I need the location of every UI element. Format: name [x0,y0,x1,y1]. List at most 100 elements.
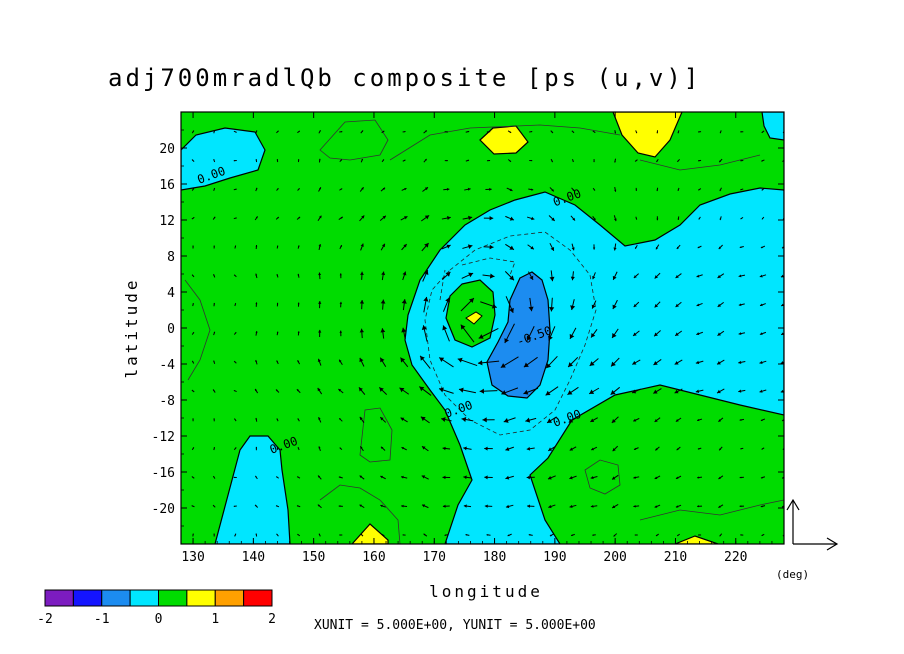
wind-vector-head [759,274,763,278]
plot-area: 0.000.000.000.000.00-0.50 [181,112,784,544]
wind-vector-head [446,187,450,191]
wind-vector-head [656,218,659,221]
wind-vector-head [529,275,534,280]
wind-vector-head [358,387,363,392]
wind-vector-head [761,218,764,220]
x-tick-label: 160 [362,550,385,565]
wind-vector-head [717,361,721,365]
wind-vector-head [255,504,257,507]
wind-vector-head [676,246,680,249]
wind-vector-head [677,534,679,536]
wind-vector-head [635,189,637,191]
wind-vector-head [569,476,573,480]
wind-vector-head [404,131,406,133]
wind-vector-head [235,188,237,190]
wind-vector-head [697,476,700,479]
wind-vector-head [740,217,742,220]
wind-vector-head [760,419,763,421]
cyan-region-ne-corner [761,112,784,141]
wind-vector-head [213,418,215,420]
wind-vector-head [361,130,364,133]
wind-vector-head [380,504,383,508]
positive-contour-north [319,119,761,171]
wind-vector-head [277,130,279,133]
wind-vector-head [548,335,553,341]
wind-vector-head [469,298,474,304]
wind-vector-head [381,243,385,248]
wind-vector-head [656,160,658,162]
wind-vector-head [276,245,279,247]
wind-vector-head [592,247,596,250]
wind-vector-head [234,303,237,305]
wind-vector-head [781,332,784,336]
wind-vector-head [614,218,617,222]
wind-vector-head [547,418,553,423]
wind-vector-head [591,447,595,451]
wind-vector-head [674,389,679,394]
wind-vector-head [457,357,463,363]
wind-vector-head [675,303,679,307]
wind-vector-head [359,328,364,333]
wind-vector-head [446,159,448,162]
wind-vector-head [446,244,451,249]
wind-vector-head [740,131,742,133]
wind-vector-head [489,273,495,279]
y-tick-label: 12 [159,214,175,229]
wind-vector-head [234,245,237,247]
wind-vector-head [468,272,474,278]
wind-vector-head [192,418,194,420]
wind-vector-head [213,130,215,132]
wind-vector-head [255,360,258,363]
wind-vector-head [192,188,194,190]
wind-vector-field [191,130,784,537]
wind-vector-head [719,131,722,134]
wind-vector-head [505,475,510,480]
wind-vector-head [572,189,575,192]
wind-vector-head [297,273,300,276]
wind-vector-head [467,187,471,191]
x-tick-label: 170 [423,550,446,565]
wind-vector-head [276,533,278,536]
wind-vector-head [739,418,742,421]
wind-vector-head [719,448,722,451]
wind-vector-head [234,535,236,537]
wind-vector-head [549,534,552,537]
wind-vector-head [654,476,658,479]
wind-vector-head [318,533,321,535]
wind-vector-head [213,216,216,219]
wind-vector-head [634,447,637,450]
wind-vector-head [276,476,278,478]
wind-vector-head [467,159,470,162]
wind-vector-head [213,159,215,161]
wind-vector-head [380,328,386,333]
wind-vector-head [489,187,492,191]
colorbar-swatch [243,589,273,607]
wind-vector-head [338,505,341,508]
positive-contour-west [184,279,211,381]
wind-vector-head [740,448,742,450]
cyan-region-sw [214,435,291,544]
y-tick-label: -16 [152,466,175,481]
wind-vector-head [318,301,322,304]
cyan-region-nw [181,127,266,191]
wind-vector-head [233,390,236,392]
colorbar-swatch [44,589,74,607]
wind-vector-head [489,216,494,221]
dashed-negative-contour [424,231,597,436]
wind-vector-head [526,335,532,341]
wind-vector-head [318,446,321,449]
wind-vector-head [592,534,594,536]
wind-vector-head [698,159,700,162]
wind-vector-head [234,361,236,363]
wind-vector-head [402,271,407,276]
wind-vector-head [339,534,341,536]
wind-vector-head [654,303,659,308]
wind-vector-head [361,215,365,219]
wind-vector-head [780,360,784,364]
wind-vector-head [255,159,258,161]
wind-vector-head [654,418,658,422]
yellow-region-ne [612,112,683,158]
wind-vector-head [526,446,531,451]
wind-vector-head [526,475,530,480]
wind-vector-head [780,389,784,393]
